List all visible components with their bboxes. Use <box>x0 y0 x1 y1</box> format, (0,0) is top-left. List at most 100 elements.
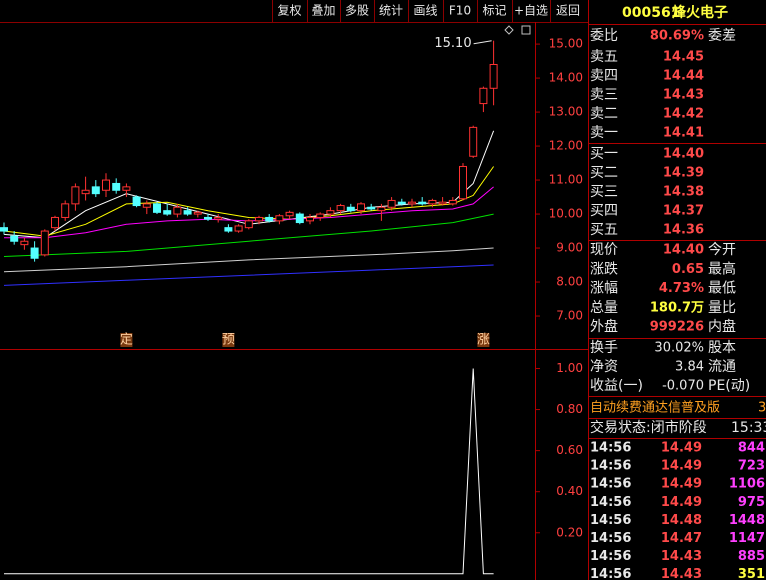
y-tick-label: 0.40 <box>556 484 583 498</box>
trade-time: 14:56 <box>590 513 631 528</box>
panel-value: 3.84 <box>675 360 704 375</box>
panel-label: 股本 <box>708 340 736 356</box>
candle-body <box>489 63 498 89</box>
moving-average <box>3 213 494 257</box>
panel-label: 净资 <box>590 359 618 375</box>
candle-body <box>295 213 304 224</box>
candle-body <box>408 201 416 205</box>
panel-value: 14.43 <box>663 88 704 103</box>
candle-body <box>61 203 70 218</box>
candle-body <box>214 216 223 220</box>
toolbar-button[interactable]: 返回 <box>556 4 580 18</box>
diamond-icon[interactable] <box>504 25 514 35</box>
candle-body <box>142 203 151 208</box>
trade-price: 14.43 <box>661 567 702 580</box>
trade-volume: 1106 <box>729 477 765 492</box>
signal-label: 预 <box>222 333 235 348</box>
high-label: 15.10 <box>434 36 471 51</box>
panel-label: 涨跌 <box>590 261 618 277</box>
toolbar-button[interactable]: 多股 <box>345 4 369 18</box>
panel-label: 买三 <box>590 184 618 200</box>
toolbar-button[interactable]: 标记 <box>482 4 506 18</box>
trade-price: 14.47 <box>661 531 702 546</box>
high-arrow <box>473 40 492 45</box>
candle-body <box>234 225 243 232</box>
signal-box <box>120 333 133 347</box>
candle-body <box>448 199 457 205</box>
candle-body <box>438 201 447 205</box>
y-tick-label: 10.00 <box>549 207 583 221</box>
panel-value: 180.7万 <box>650 300 704 315</box>
panel-label: 买五 <box>590 222 618 238</box>
candle-body <box>40 230 49 256</box>
toolbar-button[interactable]: 画线 <box>413 4 437 18</box>
y-tick-label: 14.00 <box>549 71 583 85</box>
signal-box <box>477 333 490 347</box>
candle-body <box>255 216 263 222</box>
panel-value: 14.40 <box>663 243 704 258</box>
panel-value: 14.36 <box>663 223 704 238</box>
ticker[interactable]: 自动续费通达信普及版 <box>590 401 720 416</box>
candle-body <box>459 165 467 200</box>
panel-value: 14.40 <box>663 147 704 162</box>
toolbar-button[interactable]: 复权 <box>277 4 301 18</box>
candle-body <box>153 203 161 213</box>
panel-label: 最高 <box>708 260 736 277</box>
trade-price: 14.49 <box>661 459 702 474</box>
panel-value: 14.38 <box>663 185 704 200</box>
trade-status: 交易状态:闭市阶段 <box>590 419 707 436</box>
y-tick-label: 8.00 <box>556 275 583 289</box>
panel-value: 14.39 <box>663 166 704 181</box>
trade-volume: 723 <box>738 459 765 474</box>
panel-label: 买二 <box>590 165 618 181</box>
panel-label: 外盘 <box>590 318 618 335</box>
trade-time: 14:56 <box>590 567 631 580</box>
candle-body <box>418 201 427 205</box>
y-tick-label: 15.00 <box>549 37 583 51</box>
toolbar-button[interactable]: +自选 <box>514 4 548 18</box>
ticker-tail: 3 <box>758 401 766 416</box>
toolbar-button[interactable]: 叠加 <box>311 4 335 18</box>
trade-time: 14:56 <box>590 549 631 564</box>
box-icon[interactable] <box>521 25 531 35</box>
candle-body <box>336 205 345 212</box>
panel-value: 14.44 <box>663 69 704 84</box>
indicator-line <box>4 368 494 575</box>
candle-body <box>275 215 284 222</box>
candle-body <box>428 199 437 205</box>
panel-label: 今开 <box>708 242 736 258</box>
panel-value: 14.37 <box>663 204 704 219</box>
candle-body <box>387 199 396 208</box>
panel-value: -0.070 <box>662 379 704 394</box>
trade-time: 14:56 <box>590 477 631 492</box>
panel-value: 999226 <box>650 320 704 335</box>
candle-body <box>265 216 274 222</box>
candle-body <box>306 216 314 222</box>
candle-body <box>163 210 172 215</box>
panel-label: 换手 <box>590 339 618 356</box>
candle-body <box>316 213 325 218</box>
panel-value: 30.02% <box>654 341 704 356</box>
panel-value: 0.65 <box>672 262 704 277</box>
candle-body <box>51 216 59 229</box>
y-tick-label: 12.00 <box>549 139 583 153</box>
candle-body <box>183 210 192 215</box>
panel-label: 委比 <box>590 28 618 44</box>
trade-volume: 885 <box>738 549 765 564</box>
toolbar-button[interactable]: F10 <box>449 4 471 18</box>
candle-body <box>132 196 141 207</box>
y-tick-label: 0.60 <box>556 443 583 457</box>
trade-time: 14:56 <box>590 441 631 456</box>
candle-body <box>81 189 90 195</box>
panel-label: 收益(一) <box>590 378 643 394</box>
y-tick-label: 9.00 <box>556 241 583 255</box>
panel-value: 14.42 <box>663 107 704 122</box>
toolbar-button[interactable]: 统计 <box>379 4 403 18</box>
panel-label: 最低 <box>708 281 736 297</box>
moving-average <box>3 264 494 286</box>
candle-body <box>285 211 294 217</box>
panel-label: 总量 <box>590 300 618 316</box>
